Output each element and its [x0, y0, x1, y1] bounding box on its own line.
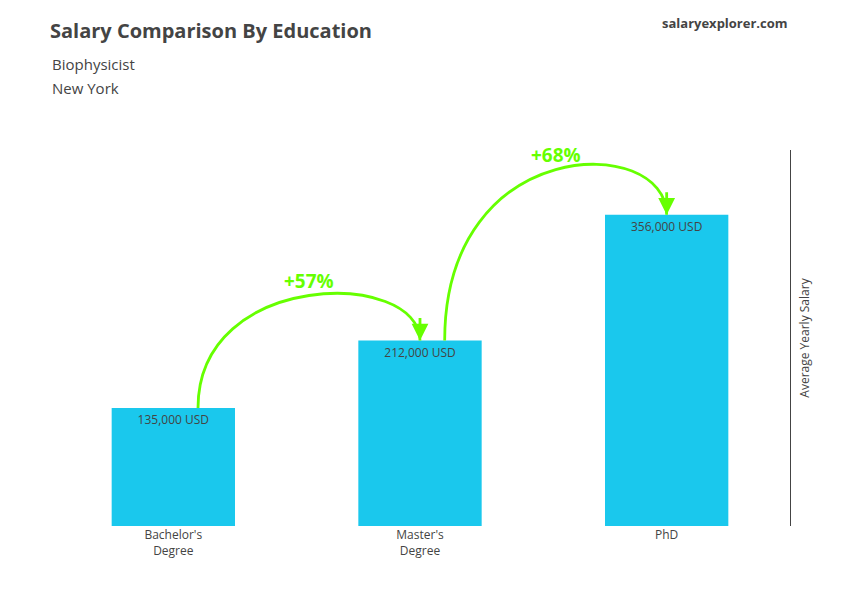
svg-text:Salary Comparison By Education: Salary Comparison By Education: [50, 17, 372, 44]
svg-text:356,000 USD: 356,000 USD: [631, 218, 702, 235]
svg-text:salaryexplorer.com: salaryexplorer.com: [662, 14, 788, 32]
svg-text:Master'sDegree: Master'sDegree: [396, 526, 444, 559]
svg-text:Bachelor'sDegree: Bachelor'sDegree: [144, 526, 202, 559]
svg-text:New York: New York: [52, 78, 119, 98]
svg-text:+68%: +68%: [531, 142, 581, 168]
svg-text:Average Yearly Salary: Average Yearly Salary: [796, 277, 813, 397]
svg-text:Biophysicist: Biophysicist: [52, 54, 135, 74]
svg-text:+57%: +57%: [284, 268, 334, 294]
svg-text:PhD: PhD: [655, 526, 678, 543]
svg-text:135,000 USD: 135,000 USD: [138, 411, 209, 428]
svg-text:212,000 USD: 212,000 USD: [384, 344, 455, 361]
